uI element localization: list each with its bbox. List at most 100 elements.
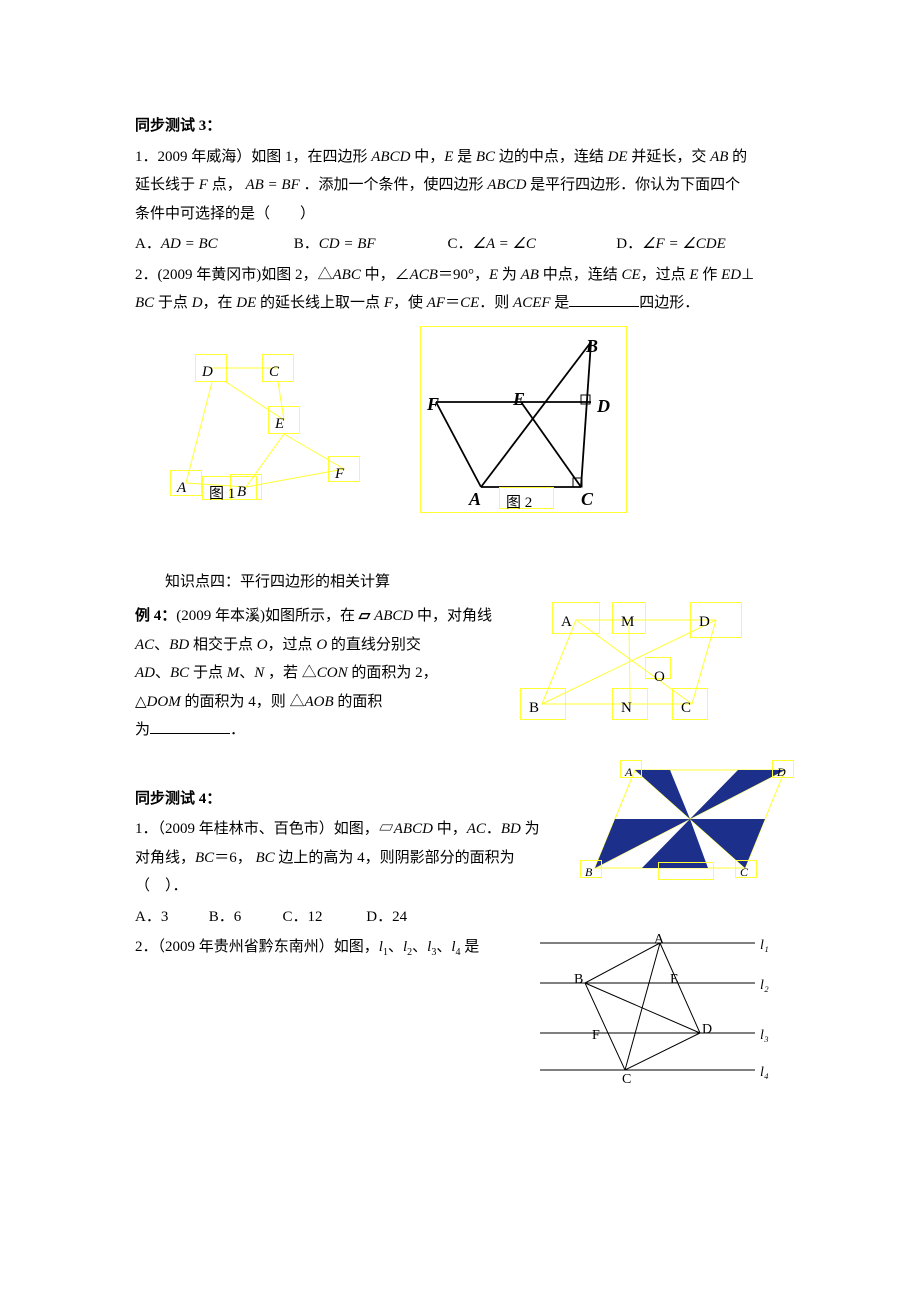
lbl-D: D [597, 389, 610, 423]
t: D．24 [366, 903, 436, 932]
t: 边上的高为 4，则阴影部分的面积为 [275, 850, 515, 866]
t: F [199, 177, 208, 193]
ex4-box-A: A [552, 602, 600, 634]
t: AB [521, 267, 539, 283]
t: E [489, 267, 498, 283]
t: (2009 年本溪)如图所示，在 [176, 608, 359, 624]
t: ＝6， [214, 850, 255, 866]
lbl: l₁ [760, 933, 769, 960]
lbl: l₄ [760, 1060, 769, 1087]
t4-box-C: C [735, 860, 757, 878]
ex4-label-M: M [621, 608, 634, 637]
t: 例 4： [135, 608, 176, 624]
figures-row: DCEFAB图 1 B F E D A C 图 2 [160, 326, 790, 513]
t: 的面积为 4，则 △ [181, 694, 305, 710]
t: M [227, 665, 240, 681]
t: ．添加一个条件，使四边形 [300, 177, 488, 193]
t: ，若 △ [264, 665, 317, 681]
t: 的直线分别交 [327, 637, 421, 653]
t: 为 [498, 267, 521, 283]
ex4-box-N: N [612, 688, 648, 720]
t: ＝ [445, 295, 460, 311]
eq: AD = BC [161, 230, 218, 259]
t: BC [255, 850, 274, 866]
t: 作 [699, 267, 722, 283]
t: AC [135, 637, 154, 653]
ex4-label-N: N [621, 694, 632, 723]
t: 的 [728, 149, 747, 165]
t4-box-B: B [580, 860, 602, 878]
eq: CD = BF [319, 230, 376, 259]
t: 对角线， [135, 850, 195, 866]
t: ⊥ [741, 267, 754, 283]
fig1-label-C: C [269, 358, 279, 387]
t: D． [616, 230, 642, 259]
t: AOB [304, 694, 333, 710]
t: （ ）． [135, 878, 188, 894]
t: C． [448, 230, 473, 259]
ex4-figure: A M D O B N C [520, 602, 770, 737]
lbl: l₃ [760, 1023, 769, 1050]
t: C．12 [283, 903, 363, 932]
t: A．3 [135, 903, 205, 932]
t: 于点 [154, 295, 192, 311]
t: 中，∠ [361, 267, 410, 283]
t: 1．2009 年威海）如图 1，在四边形 [135, 149, 371, 165]
t: ＝90°， [438, 267, 489, 283]
figure-1: DCEFAB图 1 [160, 326, 375, 511]
t: ABCD [371, 149, 410, 165]
t: BC [135, 295, 154, 311]
t: BC [476, 149, 495, 165]
t: E [689, 267, 698, 283]
t: E [444, 149, 453, 165]
section4: 同步测试 4： ADBC 1．（2009 年桂林市、百色市）如图，▱ABCD 中… [135, 785, 790, 963]
t: ABCD [487, 177, 526, 193]
t: 、 [154, 637, 169, 653]
t: ． [486, 821, 501, 837]
t: 、 [239, 665, 254, 681]
t: O [316, 637, 327, 653]
t: 四边形． [639, 295, 699, 311]
t: △ [135, 694, 147, 710]
ex4-label-D: D [699, 608, 710, 637]
section3-heading: 同步测试 3： [135, 112, 790, 141]
t: 中， [410, 149, 444, 165]
fig1-box-F: F [328, 456, 360, 482]
kp4-block: 知识点四：平行四边形的相关计算 例 4：(2009 年本溪)如图所示，在 ▱ A… [135, 568, 790, 745]
s4-q1: 1．（2009 年桂林市、百色市）如图，▱ABCD 中，AC．BD 为 对角线，… [135, 815, 555, 901]
t4-box-D: D [772, 760, 794, 778]
t: A． [135, 230, 161, 259]
fig2-caption-box: 图 2 [499, 487, 554, 509]
t: 条件中可选择的是（ ） [135, 206, 315, 222]
sym: ▱ [359, 607, 371, 624]
t: ACEF [513, 295, 551, 311]
fig1-label-E: E [275, 410, 284, 439]
t: 是 [464, 939, 479, 955]
lbl: D [702, 1017, 712, 1044]
t: CE [621, 267, 640, 283]
t: O [257, 637, 268, 653]
t: D [192, 295, 203, 311]
lbl: C [622, 1067, 631, 1094]
fig1-label-A: A [177, 474, 186, 503]
t4-box-blank [658, 862, 714, 880]
t: 于点 [189, 665, 227, 681]
t: 1．（2009 年桂林市、百色市）如图，▱ [135, 821, 394, 837]
fig1-caption: 图 1 [209, 480, 235, 509]
t: BC [195, 850, 214, 866]
ex4-box-B: B [520, 688, 566, 720]
t: DOM [147, 694, 181, 710]
t: AF [427, 295, 445, 311]
t: AB [710, 149, 728, 165]
ex4-label-A: A [561, 608, 572, 637]
t: BC [170, 665, 189, 681]
t: ，在 [203, 295, 237, 311]
t: ． [230, 722, 245, 738]
eq: ∠F = ∠CDE [642, 230, 726, 259]
t: ACB [410, 267, 438, 283]
ex4-box-O: O [645, 657, 671, 679]
ex4-label-B: B [529, 694, 539, 723]
ex4-label-C: C [681, 694, 691, 723]
t: ，使 [393, 295, 427, 311]
t: N [254, 665, 264, 681]
